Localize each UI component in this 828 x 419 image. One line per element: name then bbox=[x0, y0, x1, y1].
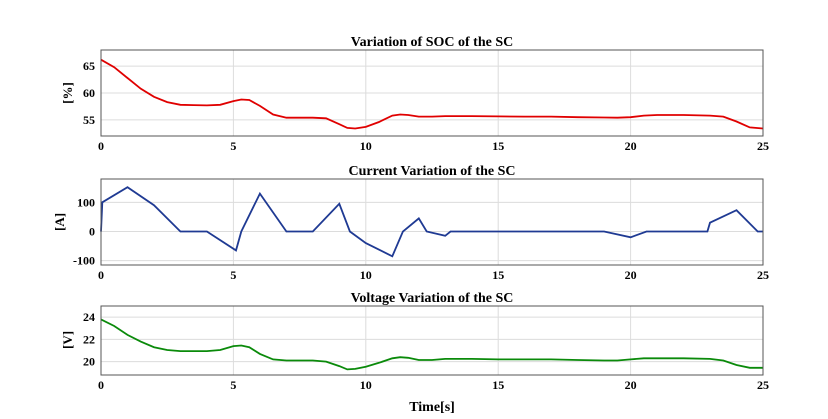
y-tick-label: -100 bbox=[73, 254, 95, 268]
x-tick-label: 25 bbox=[757, 139, 769, 153]
x-tick-label: 0 bbox=[98, 268, 104, 282]
x-tick-label: 20 bbox=[625, 139, 637, 153]
series-line-voltage bbox=[100, 318, 763, 371]
x-tick-label: 15 bbox=[492, 378, 504, 392]
x-tick-label: 20 bbox=[625, 268, 637, 282]
chart-title-voltage: Voltage Variation of the SC bbox=[351, 291, 514, 306]
y-tick-label: 22 bbox=[83, 332, 95, 346]
y-tick-label: 65 bbox=[83, 59, 95, 73]
y-axis-label-soc: [%] bbox=[60, 82, 75, 104]
panel-voltage: 20 22 24 0 5 10 15 20 25 Voltage Variation of t… bbox=[60, 291, 769, 392]
x-tick-label: 25 bbox=[757, 378, 769, 392]
x-tick-label: 5 bbox=[230, 139, 236, 153]
series-line-current bbox=[100, 186, 763, 258]
x-tick-label: 10 bbox=[360, 378, 372, 392]
x-tick-label: 15 bbox=[492, 268, 504, 282]
axes-frame-current bbox=[100, 178, 764, 266]
x-ticks-voltage: 0 5 10 15 20 25 bbox=[98, 378, 769, 392]
x-tick-label: 10 bbox=[360, 268, 372, 282]
y-ticks-soc: 55 60 65 bbox=[83, 59, 95, 127]
x-tick-label: 5 bbox=[230, 268, 236, 282]
y-axis-label-voltage: [V] bbox=[60, 331, 75, 349]
panel-soc: 55 60 65 0 5 10 15 20 25 Variation of SOC of th… bbox=[60, 35, 769, 153]
grid-current bbox=[100, 179, 764, 265]
x-tick-label: 25 bbox=[757, 268, 769, 282]
grid-soc bbox=[100, 50, 764, 136]
y-tick-label: 20 bbox=[83, 355, 95, 369]
y-tick-label: 100 bbox=[77, 195, 95, 209]
y-ticks-voltage: 20 22 24 bbox=[83, 310, 95, 369]
plot-area-voltage bbox=[101, 306, 763, 375]
x-tick-label: 5 bbox=[230, 378, 236, 392]
chart-title-soc: Variation of SOC of the SC bbox=[351, 35, 513, 50]
x-ticks-soc: 0 5 10 15 20 25 bbox=[98, 139, 769, 153]
y-ticks-current: -100 0 100 bbox=[73, 195, 95, 267]
x-tick-label: 15 bbox=[492, 139, 504, 153]
chart-title-current: Current Variation of the SC bbox=[349, 164, 516, 179]
plot-area-current bbox=[101, 179, 763, 265]
y-tick-label: 0 bbox=[89, 224, 95, 238]
y-axis-label-current: [A] bbox=[52, 213, 67, 231]
x-ticks-current: 0 5 10 15 20 25 bbox=[98, 268, 769, 282]
x-axis-label: Time[s] bbox=[409, 400, 455, 415]
series-line-soc bbox=[100, 58, 764, 130]
y-tick-label: 60 bbox=[83, 86, 95, 100]
y-tick-label: 55 bbox=[83, 113, 95, 127]
axes-frame-soc bbox=[100, 49, 764, 137]
y-tick-label: 24 bbox=[83, 310, 95, 324]
axes-frame-voltage bbox=[100, 305, 764, 376]
x-tick-label: 0 bbox=[98, 378, 104, 392]
x-tick-label: 20 bbox=[625, 378, 637, 392]
x-tick-label: 10 bbox=[360, 139, 372, 153]
x-tick-label: 0 bbox=[98, 139, 104, 153]
